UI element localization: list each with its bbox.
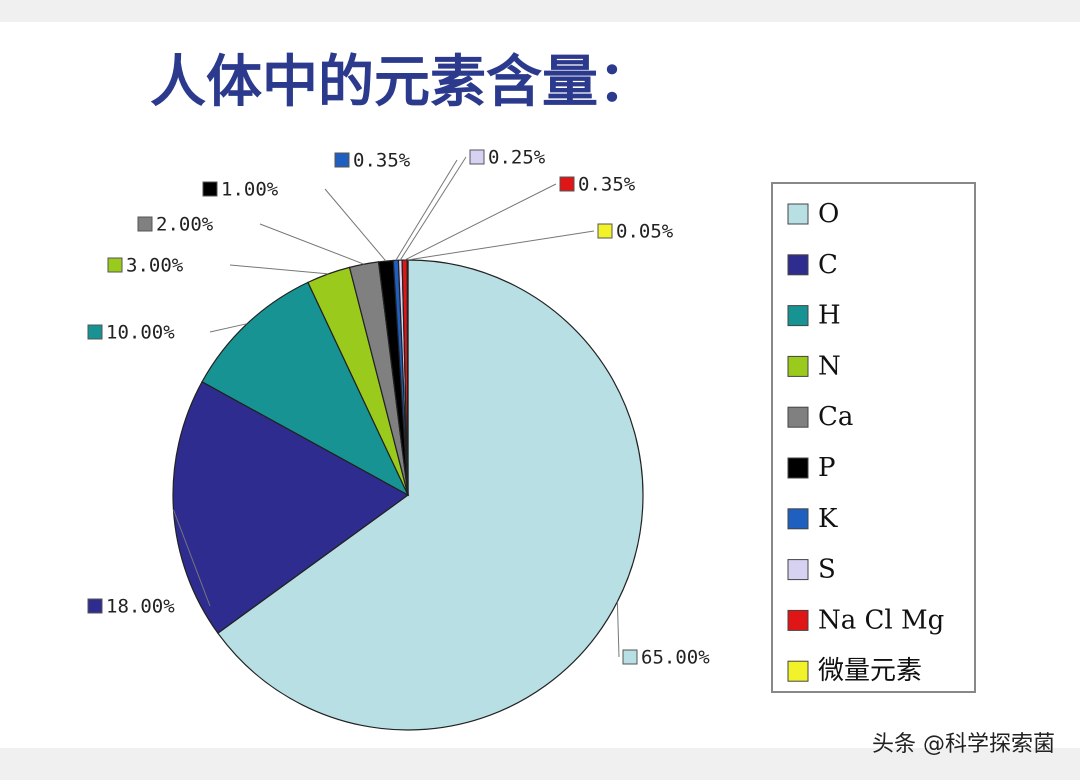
label-swatch (469, 149, 485, 165)
data-label: 2.00% (156, 214, 214, 236)
legend-label: O (818, 199, 839, 229)
bottom-strip (0, 748, 1080, 780)
leader-line (324, 188, 387, 262)
label-swatch (137, 216, 153, 232)
label-swatch (87, 324, 103, 340)
leader-line (395, 159, 458, 261)
data-label: 65.00% (641, 647, 710, 669)
label-swatch (334, 152, 350, 168)
legend-swatch (787, 660, 809, 682)
legend-swatch (787, 559, 809, 581)
data-label: 10.00% (106, 322, 175, 344)
data-label: 0.35% (578, 174, 636, 196)
legend-label: Na Cl Mg (818, 605, 944, 635)
label-swatch (559, 176, 575, 192)
top-strip (0, 0, 1080, 22)
pie-slice (201, 281, 410, 497)
label-swatch (107, 257, 123, 273)
label-swatch (622, 649, 638, 665)
watermark: 头条 @科学探索菌 (872, 732, 1055, 757)
data-label: 0.35% (353, 150, 411, 172)
chart-title: 人体中的元素含量： (150, 50, 654, 115)
leader-line (209, 323, 248, 333)
leader-line (616, 601, 620, 658)
label-swatch (597, 223, 613, 239)
legend-label: H (818, 301, 841, 331)
legend-swatch (787, 203, 809, 225)
pie-slice (406, 259, 409, 496)
leader-line (259, 223, 365, 265)
legend-swatch (787, 254, 809, 276)
leader-line (229, 264, 329, 275)
label-swatch (202, 181, 218, 197)
legend-swatch (787, 609, 809, 631)
legend-label: Ca (818, 402, 853, 432)
legend-swatch (787, 305, 809, 327)
data-label: 3.00% (126, 255, 184, 277)
leader-line (404, 183, 557, 261)
legend-swatch (787, 457, 809, 479)
pie-slice (217, 259, 644, 731)
legend-label: S (818, 555, 836, 585)
legend-label: P (818, 453, 836, 483)
leader-line (399, 156, 467, 261)
leader-line (172, 509, 211, 607)
legend-label: K (818, 504, 838, 534)
data-label: 0.25% (488, 147, 546, 169)
data-label: 0.05% (616, 221, 674, 243)
leader-line (407, 230, 595, 261)
data-label: 1.00% (221, 179, 279, 201)
data-label: 18.00% (106, 596, 175, 618)
legend-label: C (818, 250, 838, 280)
legend-label: 微量元素 (818, 656, 922, 686)
legend-swatch (787, 508, 809, 530)
legend-swatch (787, 406, 809, 428)
legend-label: N (818, 351, 841, 381)
label-swatch (87, 598, 103, 614)
legend-swatch (787, 355, 809, 377)
